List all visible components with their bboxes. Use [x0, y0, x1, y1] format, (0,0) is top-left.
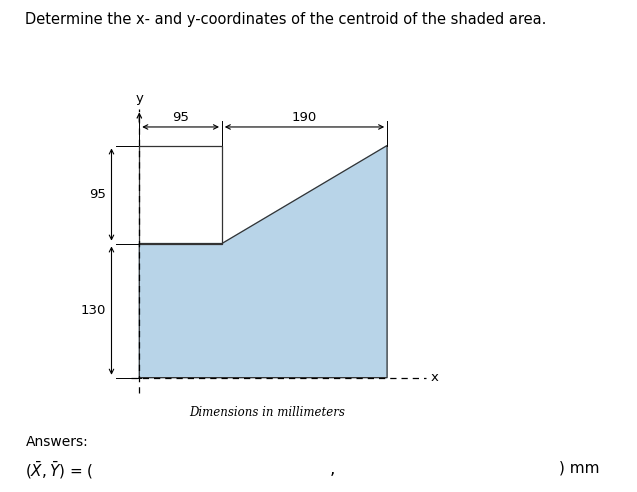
Text: ,: , — [330, 460, 335, 478]
Text: Dimensions in millimeters: Dimensions in millimeters — [190, 406, 345, 419]
Text: 190: 190 — [292, 111, 317, 124]
Text: y: y — [136, 92, 143, 105]
Text: 130: 130 — [81, 304, 106, 317]
Polygon shape — [140, 146, 387, 378]
Text: Determine the x- and y-coordinates of the centroid of the shaded area.: Determine the x- and y-coordinates of th… — [25, 12, 547, 27]
Text: x: x — [431, 371, 438, 384]
Text: 95: 95 — [172, 111, 189, 124]
Text: 95: 95 — [89, 188, 106, 201]
Text: ) mm: ) mm — [559, 460, 600, 475]
Text: i: i — [358, 458, 363, 473]
Text: $(\bar{X}, \bar{Y})$ = (: $(\bar{X}, \bar{Y})$ = ( — [25, 460, 96, 481]
Text: Answers:: Answers: — [25, 435, 89, 449]
Text: i: i — [168, 458, 173, 473]
